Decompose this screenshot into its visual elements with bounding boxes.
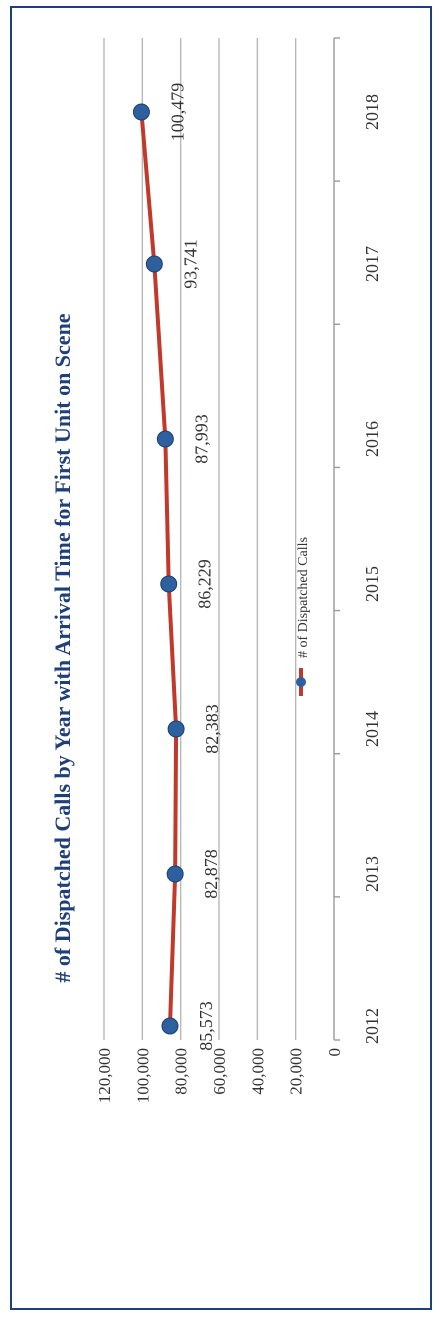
- data-point-2014: [167, 720, 185, 738]
- data-point-2012: [161, 1017, 179, 1035]
- category-label-2014: 2014: [362, 711, 382, 747]
- gridlines: [103, 38, 297, 1040]
- tick-labels: 0 20,000 40,000 60,000 80,000 100,000 120,000 2…: [95, 94, 382, 1103]
- data-point-2016: [156, 430, 174, 448]
- value-tick-label: 120,000: [95, 1048, 114, 1103]
- value-tick-label: 100,000: [133, 1048, 152, 1103]
- category-label-2015: 2015: [362, 566, 382, 602]
- series-line: [139, 110, 179, 1028]
- data-label-2016: 87,993: [191, 414, 211, 464]
- chart-svg: 0 20,000 40,000 60,000 80,000 100,000 120,000 2…: [50, 37, 382, 1103]
- data-label-2017: 93,741: [180, 239, 200, 289]
- legend-marker-swatch: [296, 677, 306, 687]
- data-point-2017: [145, 255, 163, 273]
- value-tick-label: 60,000: [210, 1048, 229, 1095]
- chart-title: # of Dispatched Calls by Year with Arriv…: [50, 313, 75, 982]
- category-label-2013: 2013: [362, 856, 382, 892]
- category-label-2018: 2018: [362, 94, 382, 130]
- data-label-2013: 82,878: [201, 849, 221, 899]
- data-point-2015: [160, 575, 178, 593]
- data-labels: 85,573 82,878 82,383 86,229 87,993 93,741 100,…: [167, 83, 222, 1051]
- data-label-2012: 85,573: [196, 1001, 216, 1051]
- value-tick-label: 0: [325, 1048, 344, 1057]
- data-label-2018: 100,479: [167, 83, 187, 142]
- value-tick-label: 80,000: [172, 1048, 191, 1095]
- axes: [333, 37, 340, 1041]
- chart-frame: 0 20,000 40,000 60,000 80,000 100,000 120,000 2…: [10, 6, 432, 1310]
- category-label-2012: 2012: [362, 1008, 382, 1044]
- value-tick-label: 20,000: [287, 1048, 306, 1095]
- series-layer: [132, 103, 185, 1035]
- value-tick-label: 40,000: [248, 1048, 267, 1095]
- data-label-2014: 82,383: [202, 704, 222, 754]
- data-point-2018: [132, 103, 150, 121]
- data-point-2013: [166, 865, 184, 883]
- legend-label: # of Dispatched Calls: [296, 537, 311, 658]
- category-label-2016: 2016: [362, 421, 382, 457]
- legend: # of Dispatched Calls: [296, 537, 311, 696]
- data-label-2015: 86,229: [195, 559, 215, 609]
- category-label-2017: 2017: [362, 246, 382, 282]
